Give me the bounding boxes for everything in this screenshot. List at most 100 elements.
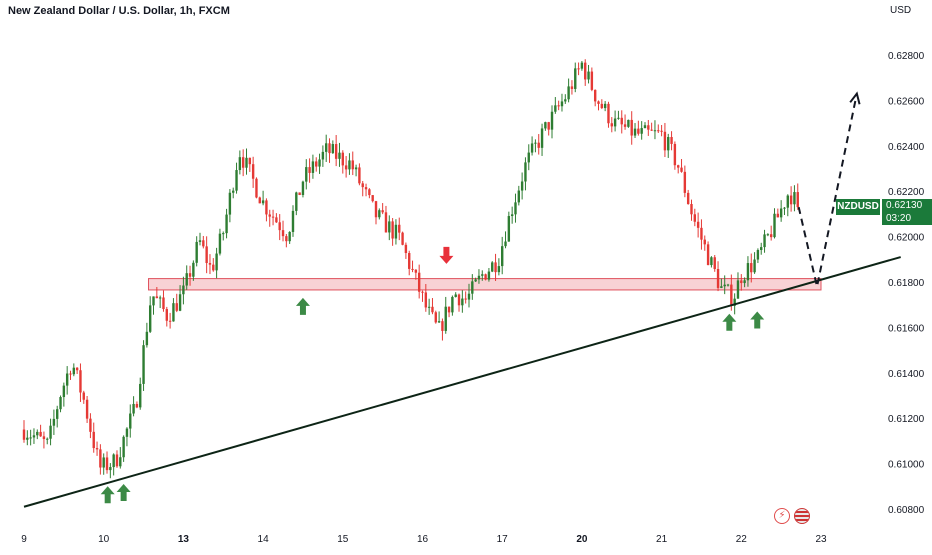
candle-body	[192, 262, 195, 277]
candle-body	[52, 418, 56, 426]
candle-body	[119, 457, 122, 467]
candle-body	[29, 437, 32, 439]
candle-body	[524, 162, 527, 182]
candle-body	[95, 448, 99, 450]
resistance-zone	[148, 278, 822, 291]
candle-body	[135, 403, 139, 408]
y-tick-label: 0.61400	[888, 369, 925, 380]
candle-body	[228, 192, 232, 215]
candle-body	[378, 210, 381, 218]
last-price: 0.62130	[882, 199, 932, 213]
candle-body	[564, 99, 567, 102]
candle-body	[603, 103, 607, 109]
candle-body	[374, 201, 378, 218]
candle-body	[716, 269, 720, 288]
candle-body	[630, 119, 633, 136]
candle-body	[212, 264, 215, 271]
candle-body	[109, 467, 112, 471]
candle-body	[82, 392, 85, 400]
candle-body	[736, 280, 740, 299]
candle-body	[501, 246, 504, 267]
candle-body	[291, 210, 295, 232]
candle-body	[388, 221, 391, 233]
candle-body	[557, 105, 560, 107]
candle-body	[175, 303, 178, 311]
time-axis: 9 10 13 14 15 16 17 20 21 22 23	[21, 534, 827, 545]
candle-body	[769, 234, 773, 238]
candle-body	[298, 192, 301, 195]
candle-body	[743, 280, 746, 284]
candle-body	[324, 143, 328, 152]
candle-body	[85, 399, 89, 419]
ascending-trendline	[23, 256, 901, 508]
candle-body	[763, 234, 766, 248]
candle-body	[424, 292, 428, 308]
candle-body	[232, 190, 235, 193]
candle-body	[205, 246, 208, 264]
down-arrow-marker	[439, 246, 454, 264]
candle-body	[690, 204, 693, 215]
candle-body	[344, 165, 348, 170]
candle-body	[527, 152, 530, 163]
candle-body	[268, 214, 271, 217]
candle-body	[261, 200, 265, 204]
candle-body	[215, 253, 218, 271]
candle-body	[481, 274, 484, 276]
candle-body	[607, 103, 610, 124]
candle-body	[348, 160, 351, 170]
candle-body	[338, 152, 341, 159]
candle-body	[534, 142, 537, 144]
candle-body	[129, 413, 132, 429]
candle-body	[417, 272, 421, 292]
candle-body	[667, 137, 670, 151]
candle-body	[62, 385, 66, 398]
lightning-icon[interactable]: ⚡	[774, 508, 790, 524]
candle-body	[165, 309, 168, 321]
candle-body	[547, 122, 550, 130]
candle-body	[670, 137, 673, 144]
candle-body	[122, 436, 125, 458]
candle-body	[132, 403, 135, 414]
candle-body	[766, 234, 770, 236]
up-arrow-marker	[722, 313, 737, 331]
candles-layer	[22, 59, 799, 479]
y-tick-label: 0.61000	[888, 460, 925, 471]
candle-body	[464, 298, 467, 300]
candle-body	[281, 230, 285, 237]
candle-body	[285, 236, 288, 242]
candle-body	[740, 280, 743, 284]
us-flag-icon[interactable]	[794, 508, 810, 524]
candle-body	[726, 284, 730, 286]
candle-body	[334, 144, 338, 159]
candle-body	[660, 130, 663, 132]
candle-body	[441, 321, 444, 331]
candle-body	[600, 103, 604, 109]
y-tick-label: 0.62600	[888, 96, 925, 107]
y-tick-label: 0.62800	[888, 51, 925, 62]
candle-body	[746, 263, 750, 281]
candle-body	[444, 306, 447, 331]
candle-body	[69, 373, 72, 375]
candle-body	[686, 192, 690, 205]
projection-arrowhead	[849, 91, 861, 105]
candle-body	[125, 428, 129, 437]
candle-body	[155, 296, 159, 299]
candle-body	[457, 294, 461, 306]
candle-body	[39, 431, 42, 437]
candle-body	[112, 454, 115, 468]
candle-body	[42, 436, 46, 440]
candle-body	[587, 71, 590, 80]
candle-body	[421, 291, 424, 293]
candle-body	[427, 306, 431, 308]
candle-body	[713, 257, 716, 270]
y-tick-label: 0.62200	[888, 187, 925, 198]
candle-body	[331, 144, 335, 154]
candle-body	[152, 296, 155, 306]
candle-body	[540, 128, 544, 148]
candle-body	[580, 62, 584, 69]
candle-body	[434, 312, 437, 323]
candle-body	[99, 449, 102, 468]
candle-body	[683, 171, 687, 193]
